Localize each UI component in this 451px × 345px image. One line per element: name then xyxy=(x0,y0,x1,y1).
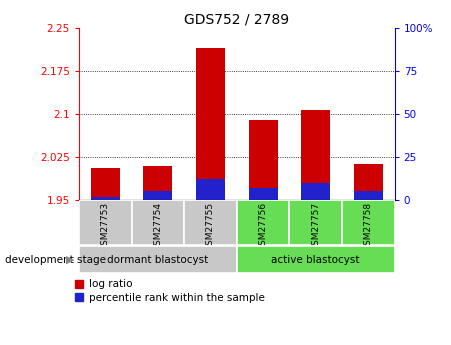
Bar xyxy=(301,110,330,200)
FancyBboxPatch shape xyxy=(132,200,184,245)
FancyBboxPatch shape xyxy=(184,200,237,245)
FancyBboxPatch shape xyxy=(237,246,395,273)
FancyBboxPatch shape xyxy=(290,200,342,245)
FancyBboxPatch shape xyxy=(237,200,290,245)
Text: GSM27755: GSM27755 xyxy=(206,202,215,252)
Text: GSM27758: GSM27758 xyxy=(364,202,373,252)
Title: GDS752 / 2789: GDS752 / 2789 xyxy=(184,12,290,27)
Bar xyxy=(354,191,383,200)
FancyBboxPatch shape xyxy=(342,200,395,245)
FancyBboxPatch shape xyxy=(79,200,132,245)
Text: ▶: ▶ xyxy=(66,255,74,265)
FancyBboxPatch shape xyxy=(79,246,237,273)
Bar xyxy=(196,179,225,200)
Bar xyxy=(354,165,383,200)
Bar xyxy=(91,197,120,200)
Text: GSM27756: GSM27756 xyxy=(258,202,267,252)
Bar xyxy=(143,166,172,200)
Text: active blastocyst: active blastocyst xyxy=(272,255,360,265)
Bar xyxy=(249,120,277,200)
Text: development stage: development stage xyxy=(5,255,106,265)
Bar xyxy=(249,188,277,200)
Text: dormant blastocyst: dormant blastocyst xyxy=(107,255,208,265)
Bar xyxy=(143,191,172,200)
Bar xyxy=(196,48,225,200)
Bar xyxy=(91,168,120,200)
Legend: log ratio, percentile rank within the sample: log ratio, percentile rank within the sa… xyxy=(75,279,265,303)
Text: GSM27753: GSM27753 xyxy=(101,202,110,252)
Text: GSM27757: GSM27757 xyxy=(311,202,320,252)
Text: GSM27754: GSM27754 xyxy=(153,202,162,252)
Bar xyxy=(301,183,330,200)
